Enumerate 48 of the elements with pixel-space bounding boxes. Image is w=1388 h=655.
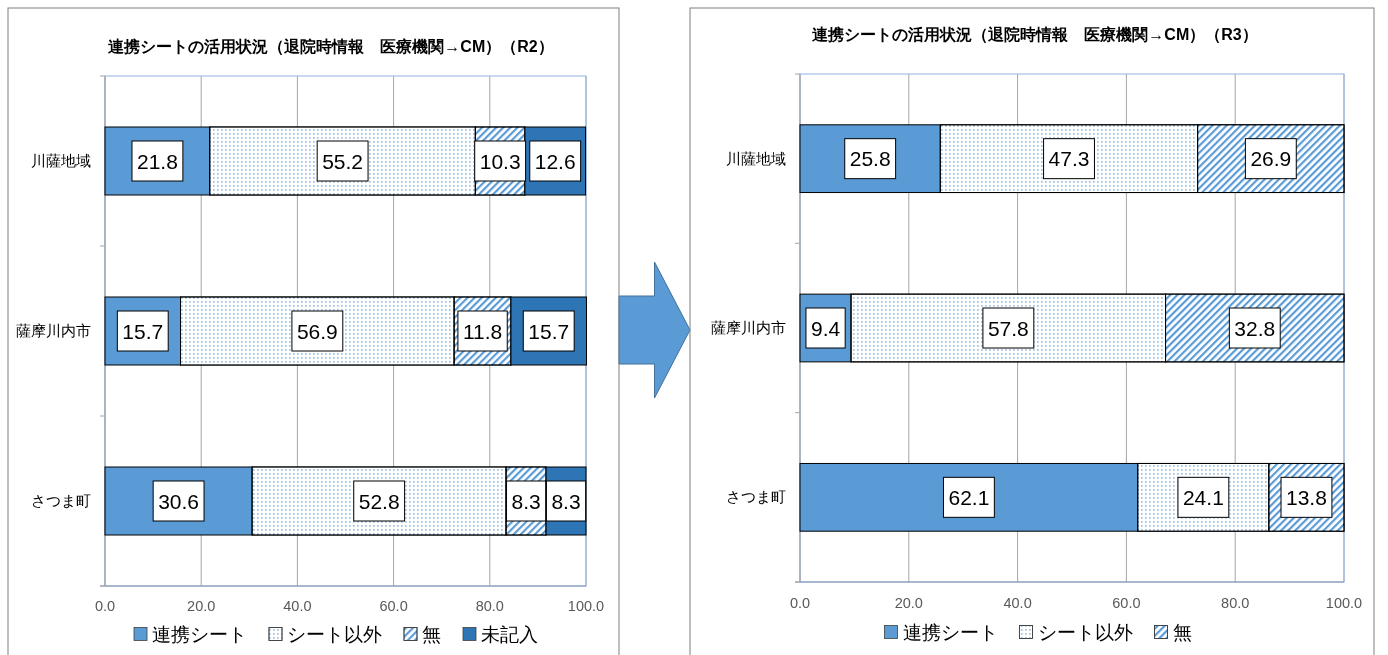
y-tick-label: さつま町 <box>726 489 786 506</box>
legend-label: シート以外 <box>287 623 382 645</box>
data-label: 15.7 <box>122 319 164 343</box>
x-tick-label: 60.0 <box>379 598 408 614</box>
data-label: 21.8 <box>136 149 178 173</box>
y-tick-label: 薩摩川内市 <box>16 323 91 339</box>
y-tick-label: 川薩地域 <box>726 150 786 167</box>
data-label: 8.3 <box>551 489 581 513</box>
x-tick-label: 0.0 <box>789 595 811 611</box>
data-label: 9.4 <box>810 316 841 340</box>
x-tick-label: 20.0 <box>894 595 923 611</box>
data-label: 52.8 <box>358 489 400 513</box>
x-tick-label: 80.0 <box>475 598 504 614</box>
data-label: 32.8 <box>1234 316 1276 340</box>
x-tick-label: 60.0 <box>1112 595 1141 611</box>
data-label: 57.8 <box>987 316 1029 340</box>
data-label: 47.3 <box>1048 147 1090 171</box>
x-tick-label: 0.0 <box>94 598 116 614</box>
data-label: 8.3 <box>511 489 541 513</box>
data-label: 15.7 <box>528 319 570 343</box>
y-tick-label: 薩摩川内市 <box>711 320 786 336</box>
data-label: 10.3 <box>479 149 521 173</box>
data-label: 30.6 <box>158 489 200 513</box>
legend-label: シート以外 <box>1037 621 1133 643</box>
data-label: 26.9 <box>1250 147 1292 171</box>
x-tick-label: 40.0 <box>1003 595 1032 611</box>
x-tick-label: 80.0 <box>1221 595 1250 611</box>
chart-title: 連携シートの活用状況（退院時情報 医療機関→CM）（R3） <box>812 25 1258 44</box>
y-tick-label: さつま町 <box>31 493 91 509</box>
x-tick-label: 100.0 <box>1325 595 1363 611</box>
data-label: 56.9 <box>296 319 338 343</box>
legend-label: 無 <box>1172 621 1192 643</box>
legend-label: 連携シート <box>152 623 247 645</box>
legend-label: 無 <box>422 623 441 645</box>
data-label: 11.8 <box>462 319 503 343</box>
legend-label: 未記入 <box>481 623 538 645</box>
data-label: 24.1 <box>1182 485 1224 509</box>
data-label: 62.1 <box>948 485 990 509</box>
y-tick-label: 川薩地域 <box>31 153 91 169</box>
data-label: 12.6 <box>534 149 576 173</box>
legend-label: 連携シート <box>902 621 998 643</box>
chart-title: 連携シートの活用状況（退院時情報 医療機関→CM）（R2） <box>108 37 554 56</box>
data-label: 25.8 <box>849 147 891 171</box>
data-label: 13.8 <box>1286 485 1327 509</box>
x-tick-label: 20.0 <box>187 598 216 614</box>
x-tick-label: 40.0 <box>283 598 312 614</box>
data-label: 55.2 <box>322 149 364 173</box>
x-tick-label: 100.0 <box>567 598 605 614</box>
